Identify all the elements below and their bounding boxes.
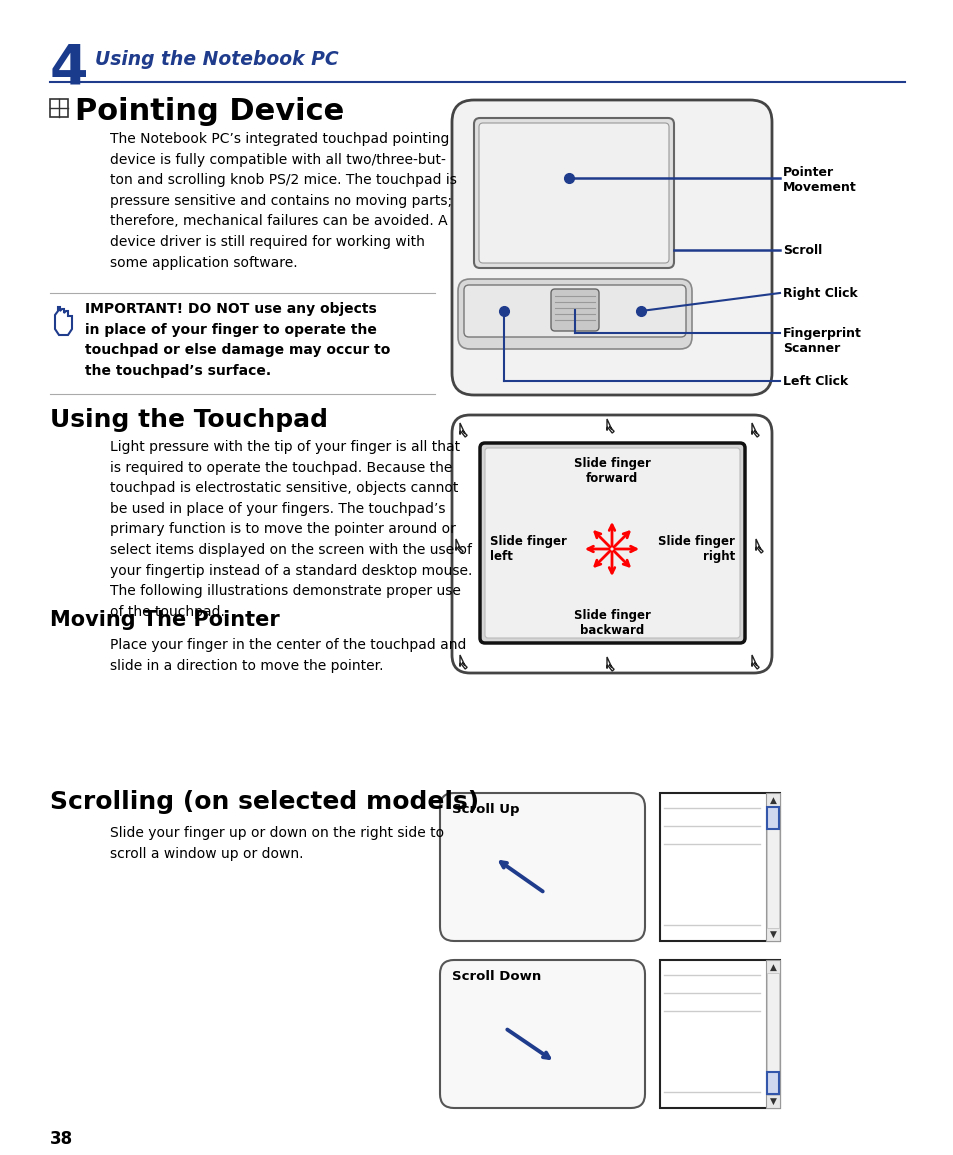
Text: ▼: ▼ — [769, 1096, 776, 1105]
Bar — [766, 807, 779, 829]
Text: Slide finger
backward: Slide finger backward — [573, 609, 650, 638]
Text: Slide your finger up or down on the right side to
scroll a window up or down.: Slide your finger up or down on the righ… — [110, 826, 444, 860]
Text: Using the Notebook PC: Using the Notebook PC — [95, 50, 338, 69]
Bar — [766, 806, 779, 927]
Text: Slide finger
forward: Slide finger forward — [573, 457, 650, 485]
Polygon shape — [751, 655, 759, 669]
Polygon shape — [459, 655, 467, 669]
FancyBboxPatch shape — [551, 289, 598, 331]
Text: Scroll Down: Scroll Down — [452, 970, 540, 983]
Polygon shape — [755, 539, 762, 553]
Text: IMPORTANT! DO NOT use any objects
in place of your finger to operate the
touchpa: IMPORTANT! DO NOT use any objects in pla… — [85, 301, 390, 378]
Text: ▲: ▲ — [769, 796, 776, 805]
Text: Pointer
Movement: Pointer Movement — [782, 166, 856, 194]
Bar — [559, 1071, 591, 1089]
FancyBboxPatch shape — [457, 280, 691, 349]
Text: The Notebook PC’s integrated touchpad pointing
device is fully compatible with a: The Notebook PC’s integrated touchpad po… — [110, 132, 456, 269]
Polygon shape — [456, 539, 462, 553]
Polygon shape — [751, 423, 759, 437]
Bar — [765, 960, 780, 1108]
Text: Light pressure with the tip of your finger is all that
is required to operate th: Light pressure with the tip of your fing… — [110, 440, 472, 619]
Bar — [659, 793, 780, 941]
Polygon shape — [606, 419, 614, 433]
Text: Place your finger in the center of the touchpad and
slide in a direction to move: Place your finger in the center of the t… — [110, 638, 466, 672]
Polygon shape — [606, 657, 614, 671]
Polygon shape — [455, 873, 604, 933]
Bar — [766, 1072, 779, 1094]
Text: ▼: ▼ — [769, 930, 776, 939]
Bar — [765, 793, 780, 941]
Text: ▲: ▲ — [769, 962, 776, 971]
FancyBboxPatch shape — [439, 793, 644, 941]
Text: Right Click: Right Click — [782, 286, 857, 300]
Text: Slide finger
right: Slide finger right — [658, 535, 734, 562]
Bar — [659, 960, 780, 1108]
Text: Scroll: Scroll — [782, 244, 821, 258]
Text: Left Click: Left Click — [782, 375, 847, 388]
Polygon shape — [455, 1035, 604, 1095]
Text: Using the Touchpad: Using the Touchpad — [50, 408, 328, 432]
Text: 38: 38 — [50, 1130, 73, 1148]
FancyBboxPatch shape — [452, 100, 771, 395]
FancyBboxPatch shape — [479, 444, 744, 643]
Polygon shape — [459, 423, 467, 437]
Text: Scrolling (on selected models): Scrolling (on selected models) — [50, 790, 478, 814]
Polygon shape — [489, 993, 539, 1082]
Text: Pointing Device: Pointing Device — [75, 97, 344, 126]
Text: Slide finger
left: Slide finger left — [490, 535, 566, 562]
FancyBboxPatch shape — [463, 285, 685, 337]
FancyBboxPatch shape — [439, 960, 644, 1108]
Text: Scroll Up: Scroll Up — [452, 803, 519, 815]
FancyBboxPatch shape — [478, 122, 668, 263]
Polygon shape — [535, 901, 624, 941]
Text: Moving The Pointer: Moving The Pointer — [50, 610, 279, 629]
Bar — [766, 973, 779, 1095]
Text: 4: 4 — [50, 42, 89, 96]
Bar — [50, 99, 68, 117]
Bar — [559, 908, 591, 927]
Text: Fingerprint
Scanner: Fingerprint Scanner — [782, 327, 861, 355]
FancyBboxPatch shape — [484, 448, 740, 638]
FancyBboxPatch shape — [474, 118, 673, 268]
Polygon shape — [539, 1066, 621, 1105]
FancyBboxPatch shape — [452, 415, 771, 673]
Polygon shape — [530, 833, 579, 923]
